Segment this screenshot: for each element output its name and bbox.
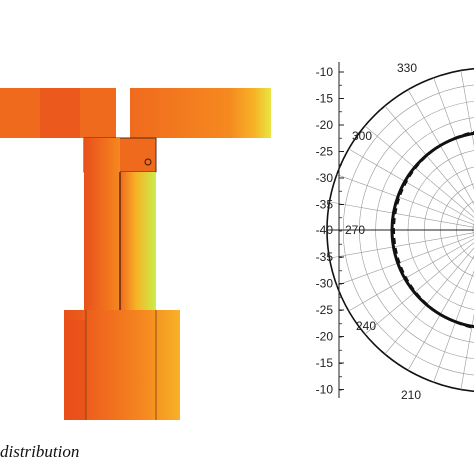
radial-tick-label: -10 (316, 383, 334, 397)
angle-labels: 330 300 270 240 210 (345, 61, 421, 402)
angle-label: 270 (345, 223, 365, 237)
polar-pattern-chart: -10 -15 -20 -25 -30 -35 -40 -35 -30 -25 -20 -15-10 … (316, 61, 474, 402)
feed-port (144, 158, 152, 166)
radial-tick-label: -35 (316, 250, 334, 264)
angle-label: 330 (397, 61, 417, 75)
grid-spoke (336, 235, 474, 286)
pattern-solid (390, 131, 474, 329)
grid-spoke (364, 242, 474, 335)
angle-label: 240 (356, 319, 376, 333)
radial-tick-label: -10 (316, 65, 334, 79)
grid-spoke (336, 174, 474, 225)
top-bar-left-hotspot (40, 88, 80, 138)
radial-tick-label: -20 (316, 330, 334, 344)
stem-right (120, 172, 156, 310)
pattern-dashed (393, 131, 474, 329)
grid-spoke (364, 125, 474, 218)
grid-spoke (329, 232, 474, 259)
grid-spoke (407, 89, 474, 205)
angle-label: 300 (352, 129, 372, 143)
grid-spoke (348, 238, 474, 312)
field-distribution-plot (0, 88, 271, 420)
radial-tick-label: -25 (316, 145, 334, 159)
radial-tick-label: -15 (316, 92, 334, 106)
radial-tick-label: -15 (316, 356, 334, 370)
stem-left (84, 138, 120, 310)
grid-spoke (460, 70, 474, 147)
radial-tick-label: -35 (316, 198, 334, 212)
grid-spoke (433, 270, 474, 383)
grid-spoke (433, 77, 474, 190)
figure-caption: distribution (0, 442, 80, 461)
grid-spoke (329, 201, 474, 228)
grid-spoke (407, 255, 474, 371)
base-hotspot (64, 320, 86, 420)
radial-tick-label: -20 (316, 118, 334, 132)
radial-tick-label: -40 (316, 223, 334, 237)
angle-label: 210 (401, 388, 421, 402)
radial-tick-label: -25 (316, 303, 334, 317)
radial-axis: -10 -15 -20 -25 -30 -35 -40 -35 -30 -25 -20 -15 -10 (316, 62, 344, 398)
grid-spoke (348, 148, 474, 222)
grid-spoke (384, 247, 474, 355)
grid-spoke (460, 313, 474, 390)
radial-tick-label: -30 (316, 277, 334, 291)
pattern-series (390, 131, 474, 329)
radial-tick-label: -30 (316, 171, 334, 185)
top-bar-right (130, 88, 271, 138)
grid-spoke (384, 105, 474, 213)
